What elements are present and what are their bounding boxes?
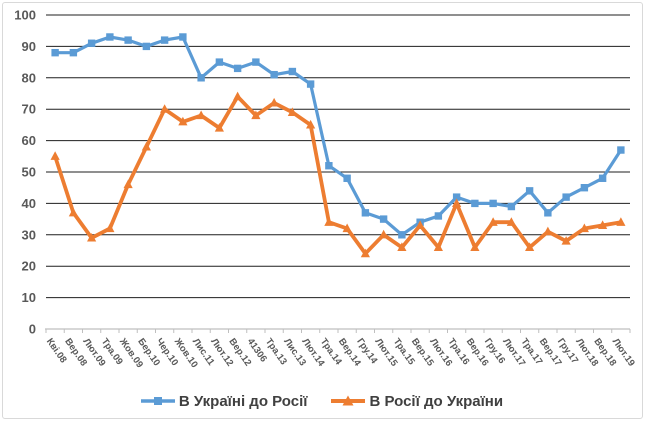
data-point-marker: [179, 33, 187, 41]
data-point-marker: [197, 74, 205, 82]
data-point-marker: [452, 193, 461, 201]
y-axis-label: 60: [22, 133, 36, 148]
data-point-marker: [598, 220, 608, 229]
data-point-marker: [343, 174, 351, 182]
data-point-marker: [507, 202, 516, 211]
data-point-marker: [69, 48, 78, 57]
data-point-marker: [325, 162, 333, 170]
data-point-marker: [269, 97, 279, 107]
chart-frame: [2, 2, 643, 419]
data-point-marker: [561, 236, 571, 245]
y-axis-label: 20: [22, 259, 36, 274]
series-line: [53, 94, 623, 256]
legend-label: В Росії до України: [369, 392, 504, 410]
data-point-marker: [50, 151, 60, 160]
data-point-marker: [598, 174, 607, 182]
data-point-marker: [525, 242, 535, 251]
data-point-marker: [488, 217, 498, 226]
data-point-marker: [324, 217, 334, 226]
data-point-marker: [415, 220, 425, 229]
data-point-marker: [233, 91, 243, 101]
y-axis-label: 70: [22, 102, 36, 117]
data-point-marker: [288, 67, 297, 76]
data-point-marker: [506, 217, 516, 226]
data-point-marker: [160, 104, 170, 113]
data-point-marker: [306, 80, 315, 88]
data-point-marker: [87, 39, 96, 47]
data-point-marker: [306, 119, 316, 129]
data-point-marker: [562, 193, 570, 201]
y-axis-label: 80: [22, 70, 36, 85]
y-axis-label: 0: [29, 322, 36, 337]
data-point-marker: [123, 179, 133, 189]
legend-label: В Україні до Росії: [178, 392, 308, 410]
chart-legend: В Україні до Росії В Росії до України: [2, 387, 642, 415]
data-point-marker: [51, 48, 59, 57]
data-point-marker: [214, 123, 224, 132]
data-point-marker: [434, 212, 443, 220]
data-point-marker: [543, 226, 553, 236]
data-point-marker: [379, 229, 389, 239]
data-point-marker: [544, 209, 552, 217]
data-point-marker: [178, 116, 188, 126]
data-point-marker: [360, 248, 370, 258]
data-point-marker: [579, 223, 589, 233]
data-point-marker: [215, 58, 224, 66]
data-point-marker: [160, 36, 169, 44]
legend-line-triangle-icon: [331, 394, 366, 408]
y-axis-label: 50: [22, 165, 36, 180]
data-point-marker: [105, 223, 115, 233]
data-point-marker: [270, 70, 278, 79]
data-point-marker: [398, 231, 406, 239]
data-point-marker: [361, 209, 370, 217]
data-point-marker: [233, 64, 242, 73]
data-point-marker: [124, 36, 132, 44]
data-point-marker: [617, 146, 625, 154]
y-axis-label: 90: [22, 39, 36, 54]
legend-item-ukraine-to-russia: В Україні до Росії: [140, 392, 308, 410]
y-axis-label: 30: [22, 227, 36, 242]
data-point-marker: [106, 33, 114, 41]
data-point-marker: [452, 198, 462, 207]
data-point-marker: [287, 107, 297, 116]
data-point-marker: [68, 207, 78, 217]
data-point-marker: [141, 141, 151, 151]
data-point-marker: [616, 217, 626, 226]
data-point-marker: [196, 110, 206, 120]
data-point-marker: [142, 42, 151, 51]
y-axis-label: 10: [22, 290, 36, 305]
data-point-marker: [87, 232, 97, 242]
data-point-marker: [580, 184, 589, 192]
y-axis-label: 40: [22, 196, 36, 211]
data-point-marker: [379, 215, 388, 223]
data-point-marker: [252, 58, 260, 66]
data-point-marker: [471, 199, 479, 208]
series-line: [53, 35, 623, 237]
data-point-marker: [470, 242, 480, 251]
data-point-marker: [251, 110, 261, 120]
data-point-marker: [397, 242, 407, 251]
data-point-marker: [342, 223, 352, 233]
data-point-marker: [489, 199, 497, 208]
legend-line-square-icon: [140, 394, 175, 408]
legend-item-russia-to-ukraine: В Росії до України: [331, 393, 503, 410]
y-axis-label: 100: [14, 8, 36, 23]
data-point-marker: [433, 242, 443, 251]
data-point-marker: [525, 187, 534, 195]
